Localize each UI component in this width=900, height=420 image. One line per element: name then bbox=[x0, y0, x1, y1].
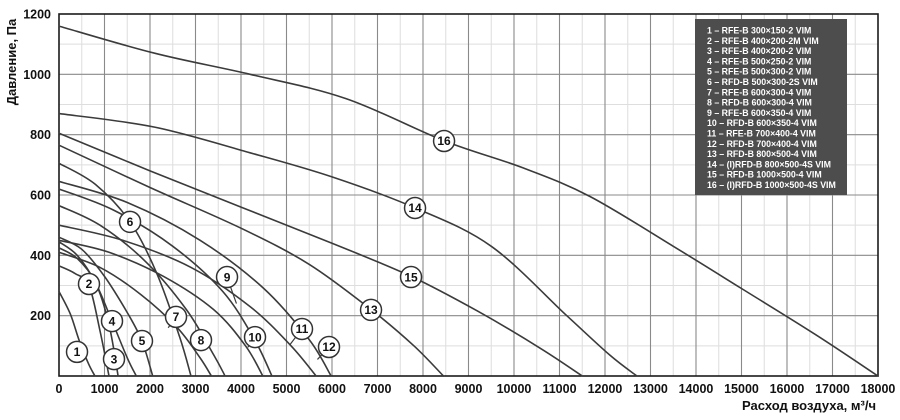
x-axis-title: Расход воздуха, м³/ч bbox=[742, 398, 876, 413]
curve-label-circle-10 bbox=[243, 325, 267, 349]
legend-item-9: 9 – RFE-B 600×350-4 VIM bbox=[707, 108, 811, 118]
legend-item-5: 5 – RFE-B 500×300-2 VIM bbox=[707, 67, 811, 77]
fan-curve-15 bbox=[58, 132, 584, 377]
curve-label-number-4: 4 bbox=[109, 314, 116, 328]
y-tick-400: 400 bbox=[30, 249, 51, 263]
curve-label-circle-4 bbox=[100, 309, 124, 333]
y-tick-1000: 1000 bbox=[23, 68, 51, 82]
fan-curve-7 bbox=[58, 251, 213, 377]
x-tick-0: 0 bbox=[56, 382, 63, 396]
curve-label-number-14: 14 bbox=[408, 201, 422, 215]
curve-label-circle-3 bbox=[102, 347, 126, 371]
fan-curve-6 bbox=[58, 162, 192, 377]
legend-item-8: 8 – RFD-B 600×300-4 VIM bbox=[707, 98, 812, 108]
legend-item-4: 4 – RFE-B 500×250-2 VIM bbox=[707, 56, 811, 66]
curve-label-number-1: 1 bbox=[74, 345, 81, 359]
x-tick-2000: 2000 bbox=[136, 382, 164, 396]
fan-curve-13 bbox=[58, 144, 445, 377]
fan-curve-1 bbox=[58, 290, 96, 377]
fan-curve-12 bbox=[58, 180, 332, 377]
x-tick-13000: 13000 bbox=[633, 382, 668, 396]
fan-curve-9 bbox=[58, 239, 264, 377]
legend-item-12: 12 – RFD-B 700×400-4 VIM bbox=[707, 139, 817, 149]
legend-item-3: 3 – RFE-B 400×200-2 VIM bbox=[707, 46, 811, 56]
curve-label-circle-14 bbox=[403, 196, 427, 220]
y-tick-800: 800 bbox=[30, 128, 51, 142]
y-tick-200: 200 bbox=[30, 309, 51, 323]
fan-curve-8 bbox=[58, 204, 226, 377]
x-tick-4000: 4000 bbox=[227, 382, 255, 396]
curve-label-number-8: 8 bbox=[198, 333, 205, 347]
legend-box bbox=[695, 19, 847, 195]
x-tick-7000: 7000 bbox=[364, 382, 392, 396]
curve-label-circle-7 bbox=[164, 305, 188, 329]
curve-label-circle-1 bbox=[65, 340, 89, 364]
x-tick-15000: 15000 bbox=[724, 382, 759, 396]
curve-label-number-7: 7 bbox=[173, 310, 180, 324]
legend-item-1: 1 – RFE-B 300×150-2 VIM bbox=[707, 26, 811, 36]
fan-curve-16 bbox=[58, 25, 879, 377]
fan-curve-11 bbox=[58, 224, 317, 377]
fan-curve-4 bbox=[58, 241, 138, 377]
y-axis-title: Давление, Па bbox=[4, 18, 19, 105]
x-tick-16000: 16000 bbox=[770, 382, 805, 396]
curve-label-number-6: 6 bbox=[127, 215, 134, 229]
legend-item-2: 2 – RFE-B 400×200-2M VIM bbox=[707, 36, 819, 46]
x-tick-8000: 8000 bbox=[409, 382, 437, 396]
x-tick-1000: 1000 bbox=[91, 382, 119, 396]
x-tick-17000: 17000 bbox=[815, 382, 850, 396]
curve-label-circle-9 bbox=[215, 265, 239, 289]
legend-item-16: 16 – (I)RFD-B 1000×500-4S VIM bbox=[707, 180, 836, 190]
legend-item-7: 7 – RFE-B 600×300-4 VIM bbox=[707, 87, 811, 97]
legend-item-15: 15 – RFD-B 1000×500-4 VIM bbox=[707, 170, 822, 180]
curve-label-number-12: 12 bbox=[322, 340, 336, 354]
x-tick-18000: 18000 bbox=[861, 382, 896, 396]
curve-label-number-15: 15 bbox=[404, 270, 418, 284]
curve-label-number-10: 10 bbox=[248, 330, 262, 344]
curve-label-circle-11 bbox=[290, 317, 314, 341]
curve-label-circle-5 bbox=[130, 329, 154, 353]
x-tick-3000: 3000 bbox=[182, 382, 210, 396]
y-tick-600: 600 bbox=[30, 189, 51, 203]
curve-label-circle-16 bbox=[432, 129, 456, 153]
curve-label-number-5: 5 bbox=[139, 334, 146, 348]
y-tick-1200: 1200 bbox=[23, 8, 51, 22]
curve-label-circle-2 bbox=[77, 272, 101, 296]
curve-label-number-2: 2 bbox=[86, 277, 93, 291]
legend-item-14: 14 – (I)RFD-B 800×500-4S VIM bbox=[707, 159, 831, 169]
x-tick-12000: 12000 bbox=[588, 382, 623, 396]
x-tick-9000: 9000 bbox=[455, 382, 483, 396]
curve-label-number-9: 9 bbox=[224, 270, 231, 284]
plot-border bbox=[58, 13, 879, 377]
x-tick-10000: 10000 bbox=[497, 382, 532, 396]
x-tick-14000: 14000 bbox=[679, 382, 714, 396]
curve-label-circle-6 bbox=[118, 210, 142, 234]
legend-item-6: 6 – RFD-B 500×300-2S VIM bbox=[707, 77, 818, 87]
curve-label-circle-8 bbox=[189, 328, 213, 352]
x-tick-6000: 6000 bbox=[318, 382, 346, 396]
legend-item-10: 10 – RFD-B 600×350-4 VIM bbox=[707, 118, 817, 128]
curve-label-number-3: 3 bbox=[111, 352, 118, 366]
curve-label-number-11: 11 bbox=[296, 322, 309, 336]
curve-label-number-13: 13 bbox=[364, 303, 378, 317]
curve-label-circle-13 bbox=[359, 298, 383, 322]
x-tick-11000: 11000 bbox=[542, 382, 576, 396]
x-tick-5000: 5000 bbox=[273, 382, 301, 396]
legend-item-13: 13 – RFD-B 800×500-4 VIM bbox=[707, 149, 817, 159]
curve-label-number-16: 16 bbox=[437, 134, 451, 148]
curve-label-circle-12 bbox=[317, 335, 341, 359]
legend-item-11: 11 – RFE-B 700×400-4 VIM bbox=[707, 129, 816, 139]
curve-label-circle-15 bbox=[399, 265, 423, 289]
